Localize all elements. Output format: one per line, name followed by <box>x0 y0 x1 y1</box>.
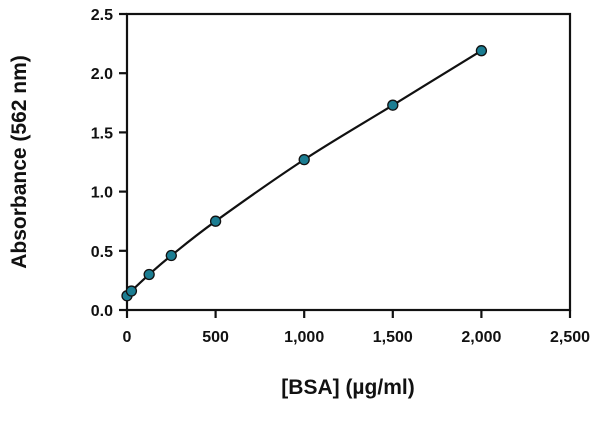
x-tick-labels: 0 500 1,000 1,500 2,000 2,500 <box>123 329 591 346</box>
x-tick-label: 500 <box>202 329 229 346</box>
y-tick-label: 0.5 <box>91 244 113 261</box>
x-tick-label: 2,000 <box>461 329 501 346</box>
y-tick-label: 0.0 <box>91 303 113 320</box>
axes <box>119 12 572 318</box>
y-tick-label: 2.5 <box>91 7 113 24</box>
y-tick-label: 2.0 <box>91 66 113 83</box>
data-point <box>387 99 399 111</box>
y-axis-label: Absorbance (562 nm) <box>8 55 31 269</box>
fit-curve <box>126 49 482 297</box>
data-points <box>121 45 488 302</box>
data-point <box>143 268 155 281</box>
y-tick-label: 1.5 <box>91 125 113 142</box>
data-point <box>209 215 222 227</box>
x-tick-label: 0 <box>123 329 132 346</box>
data-point <box>298 153 310 166</box>
x-tick-label: 1,500 <box>373 329 413 346</box>
data-point <box>475 45 488 57</box>
x-tick-label: 2,500 <box>550 329 590 346</box>
y-tick-labels: 0.0 0.5 1.0 1.5 2.0 2.5 <box>91 7 113 320</box>
plot-frame <box>125 12 572 312</box>
data-point <box>165 249 177 262</box>
data-point <box>125 285 138 297</box>
x-tick-label: 1,000 <box>284 329 324 346</box>
x-axis-label: [BSA] (µg/ml) <box>281 376 414 399</box>
y-tick-label: 1.0 <box>91 185 113 202</box>
